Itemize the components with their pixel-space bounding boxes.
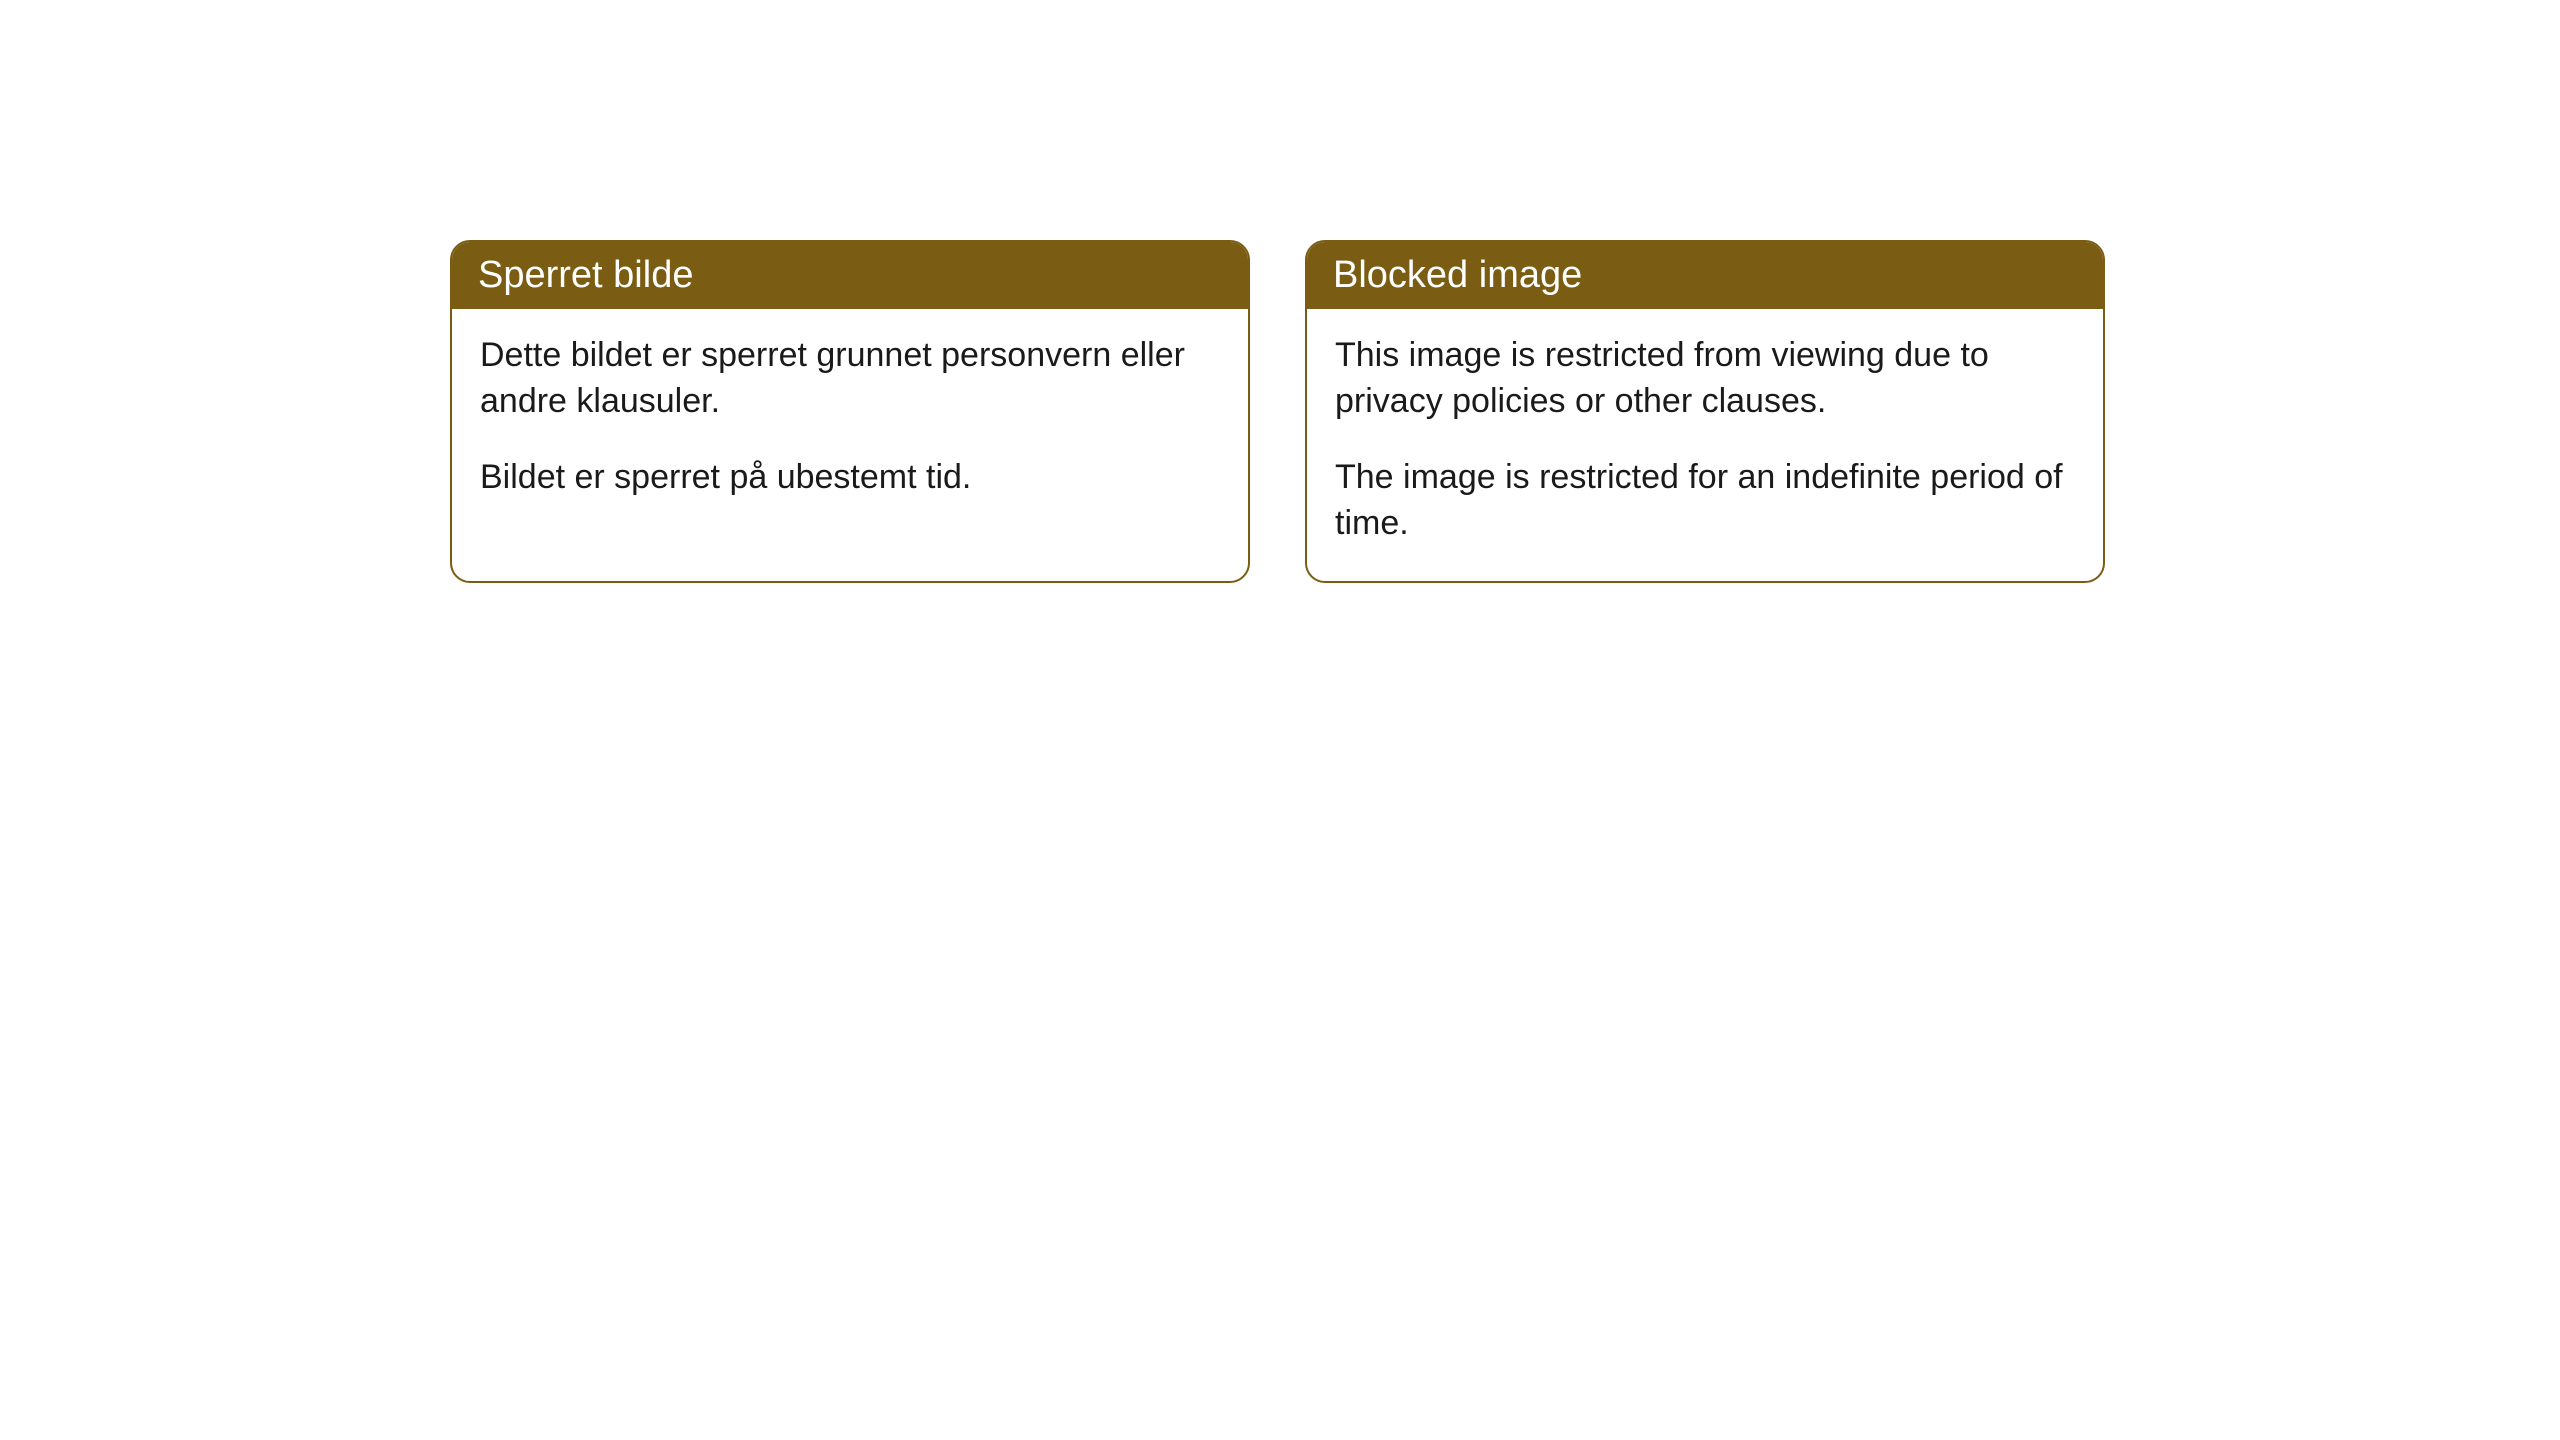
notice-text: Dette bildet er sperret grunnet personve… [480,333,1220,425]
card-body-english: This image is restricted from viewing du… [1307,309,2103,581]
notice-text: This image is restricted from viewing du… [1335,333,2075,425]
card-body-norwegian: Dette bildet er sperret grunnet personve… [452,309,1248,535]
notice-cards-container: Sperret bilde Dette bildet er sperret gr… [450,240,2105,583]
notice-card-norwegian: Sperret bilde Dette bildet er sperret gr… [450,240,1250,583]
notice-text: The image is restricted for an indefinit… [1335,455,2075,547]
notice-card-english: Blocked image This image is restricted f… [1305,240,2105,583]
card-header-english: Blocked image [1307,242,2103,309]
card-header-norwegian: Sperret bilde [452,242,1248,309]
notice-text: Bildet er sperret på ubestemt tid. [480,455,1220,501]
